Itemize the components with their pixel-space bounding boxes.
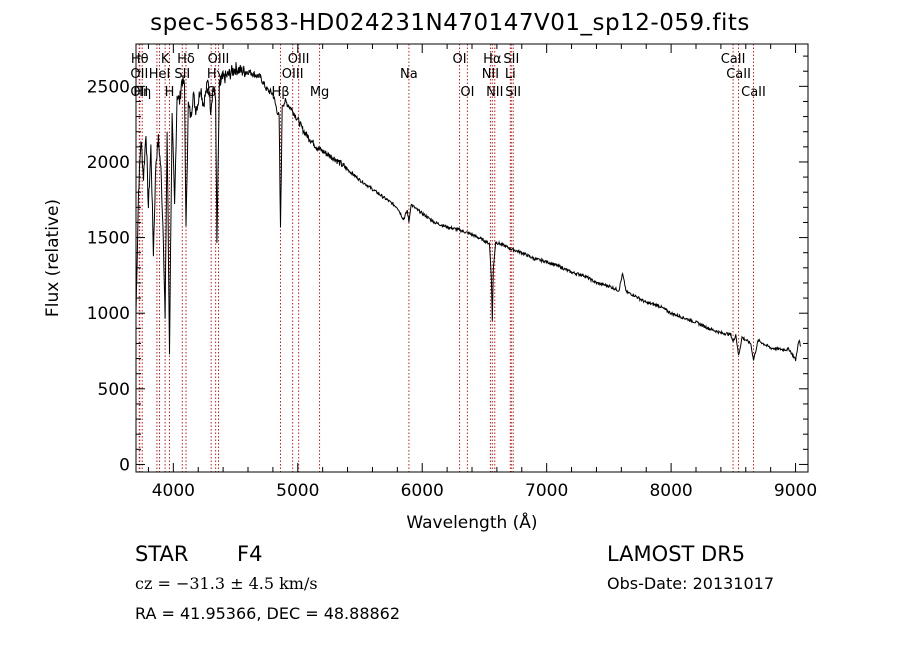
line-marker-label-12: OIII xyxy=(208,52,230,67)
y-tick-label-5: 2500 xyxy=(87,77,130,97)
x-tick-label-4: 8000 xyxy=(649,481,692,501)
line-marker-label-17: Na xyxy=(400,67,418,82)
x-tick-label-3: 7000 xyxy=(525,481,568,501)
spectrum-line xyxy=(135,62,801,362)
y-tick-label-1: 500 xyxy=(98,380,130,400)
plot-frame xyxy=(135,43,809,473)
line-marker-label-5: HeI xyxy=(149,67,171,82)
line-marker-label-25: SII xyxy=(505,85,521,100)
x-tick-label-5: 9000 xyxy=(774,481,817,501)
line-marker-label-21: Hα xyxy=(483,52,501,67)
y-axis-label: Flux (relative) xyxy=(43,199,63,317)
redshift-velocity: cz = −31.3 ± 4.5 km/s xyxy=(135,574,318,593)
x-tick-label-1: 5000 xyxy=(276,481,319,501)
line-marker-label-7: H xyxy=(165,85,175,100)
y-tick-label-3: 1500 xyxy=(87,229,130,249)
x-axis-label: Wavelength (Å) xyxy=(406,511,537,533)
line-marker-label-3: OII xyxy=(130,85,148,100)
y-axis-ticks: 0 500 1000 1500 2000 2500 xyxy=(87,55,808,475)
spectral-line-labels: HθHηOIIOIIHeIKHSIIHδGHγOIIIHβOIIIOIIIMgN… xyxy=(130,52,765,100)
line-marker-label-20: NII xyxy=(482,67,499,82)
y-tick-label-2: 1000 xyxy=(87,304,130,324)
line-marker-label-27: CaII xyxy=(726,67,751,82)
line-marker-label-9: Hδ xyxy=(177,52,195,67)
observation-date: Obs-Date: 20131017 xyxy=(607,574,775,593)
line-marker-label-23: Li xyxy=(505,67,516,82)
survey-name: LAMOST DR5 xyxy=(607,542,746,566)
y-tick-label-4: 2000 xyxy=(87,153,130,173)
line-marker-label-8: SII xyxy=(174,67,190,82)
line-marker-label-15: OIII xyxy=(288,52,310,67)
line-marker-label-2: OII xyxy=(130,67,148,82)
line-marker-label-16: Mg xyxy=(310,85,329,100)
line-marker-label-11: Hγ xyxy=(207,67,225,82)
line-marker-label-10: G xyxy=(206,85,216,100)
line-marker-label-24: SII xyxy=(503,52,519,67)
object-class: STAR xyxy=(135,542,189,566)
line-marker-label-0: Hθ xyxy=(131,52,149,67)
x-tick-label-2: 6000 xyxy=(401,481,444,501)
line-marker-label-14: OIII xyxy=(282,67,304,82)
line-marker-label-1: Hη xyxy=(133,85,151,100)
line-marker-label-6: K xyxy=(161,52,170,67)
object-subclass: F4 xyxy=(237,542,263,566)
x-axis-ticks: 4000 5000 6000 7000 8000 9000 xyxy=(147,44,817,501)
spectrum-series xyxy=(135,62,801,362)
x-tick-label-0: 4000 xyxy=(152,481,195,501)
line-marker-label-26: CaII xyxy=(721,52,746,67)
spectral-line-markers xyxy=(138,44,754,472)
line-marker-label-19: OI xyxy=(460,85,474,100)
line-marker-label-18: OI xyxy=(453,52,467,67)
coordinates: RA = 41.95366, DEC = 48.88862 xyxy=(135,604,401,623)
line-marker-label-13: Hβ xyxy=(271,85,289,100)
line-marker-label-28: CaII xyxy=(741,85,766,100)
y-tick-label-0: 0 xyxy=(119,455,130,475)
chart-title: spec-56583-HD024231N470147V01_sp12-059.f… xyxy=(150,10,750,36)
line-marker-label-22: NII xyxy=(486,85,503,100)
